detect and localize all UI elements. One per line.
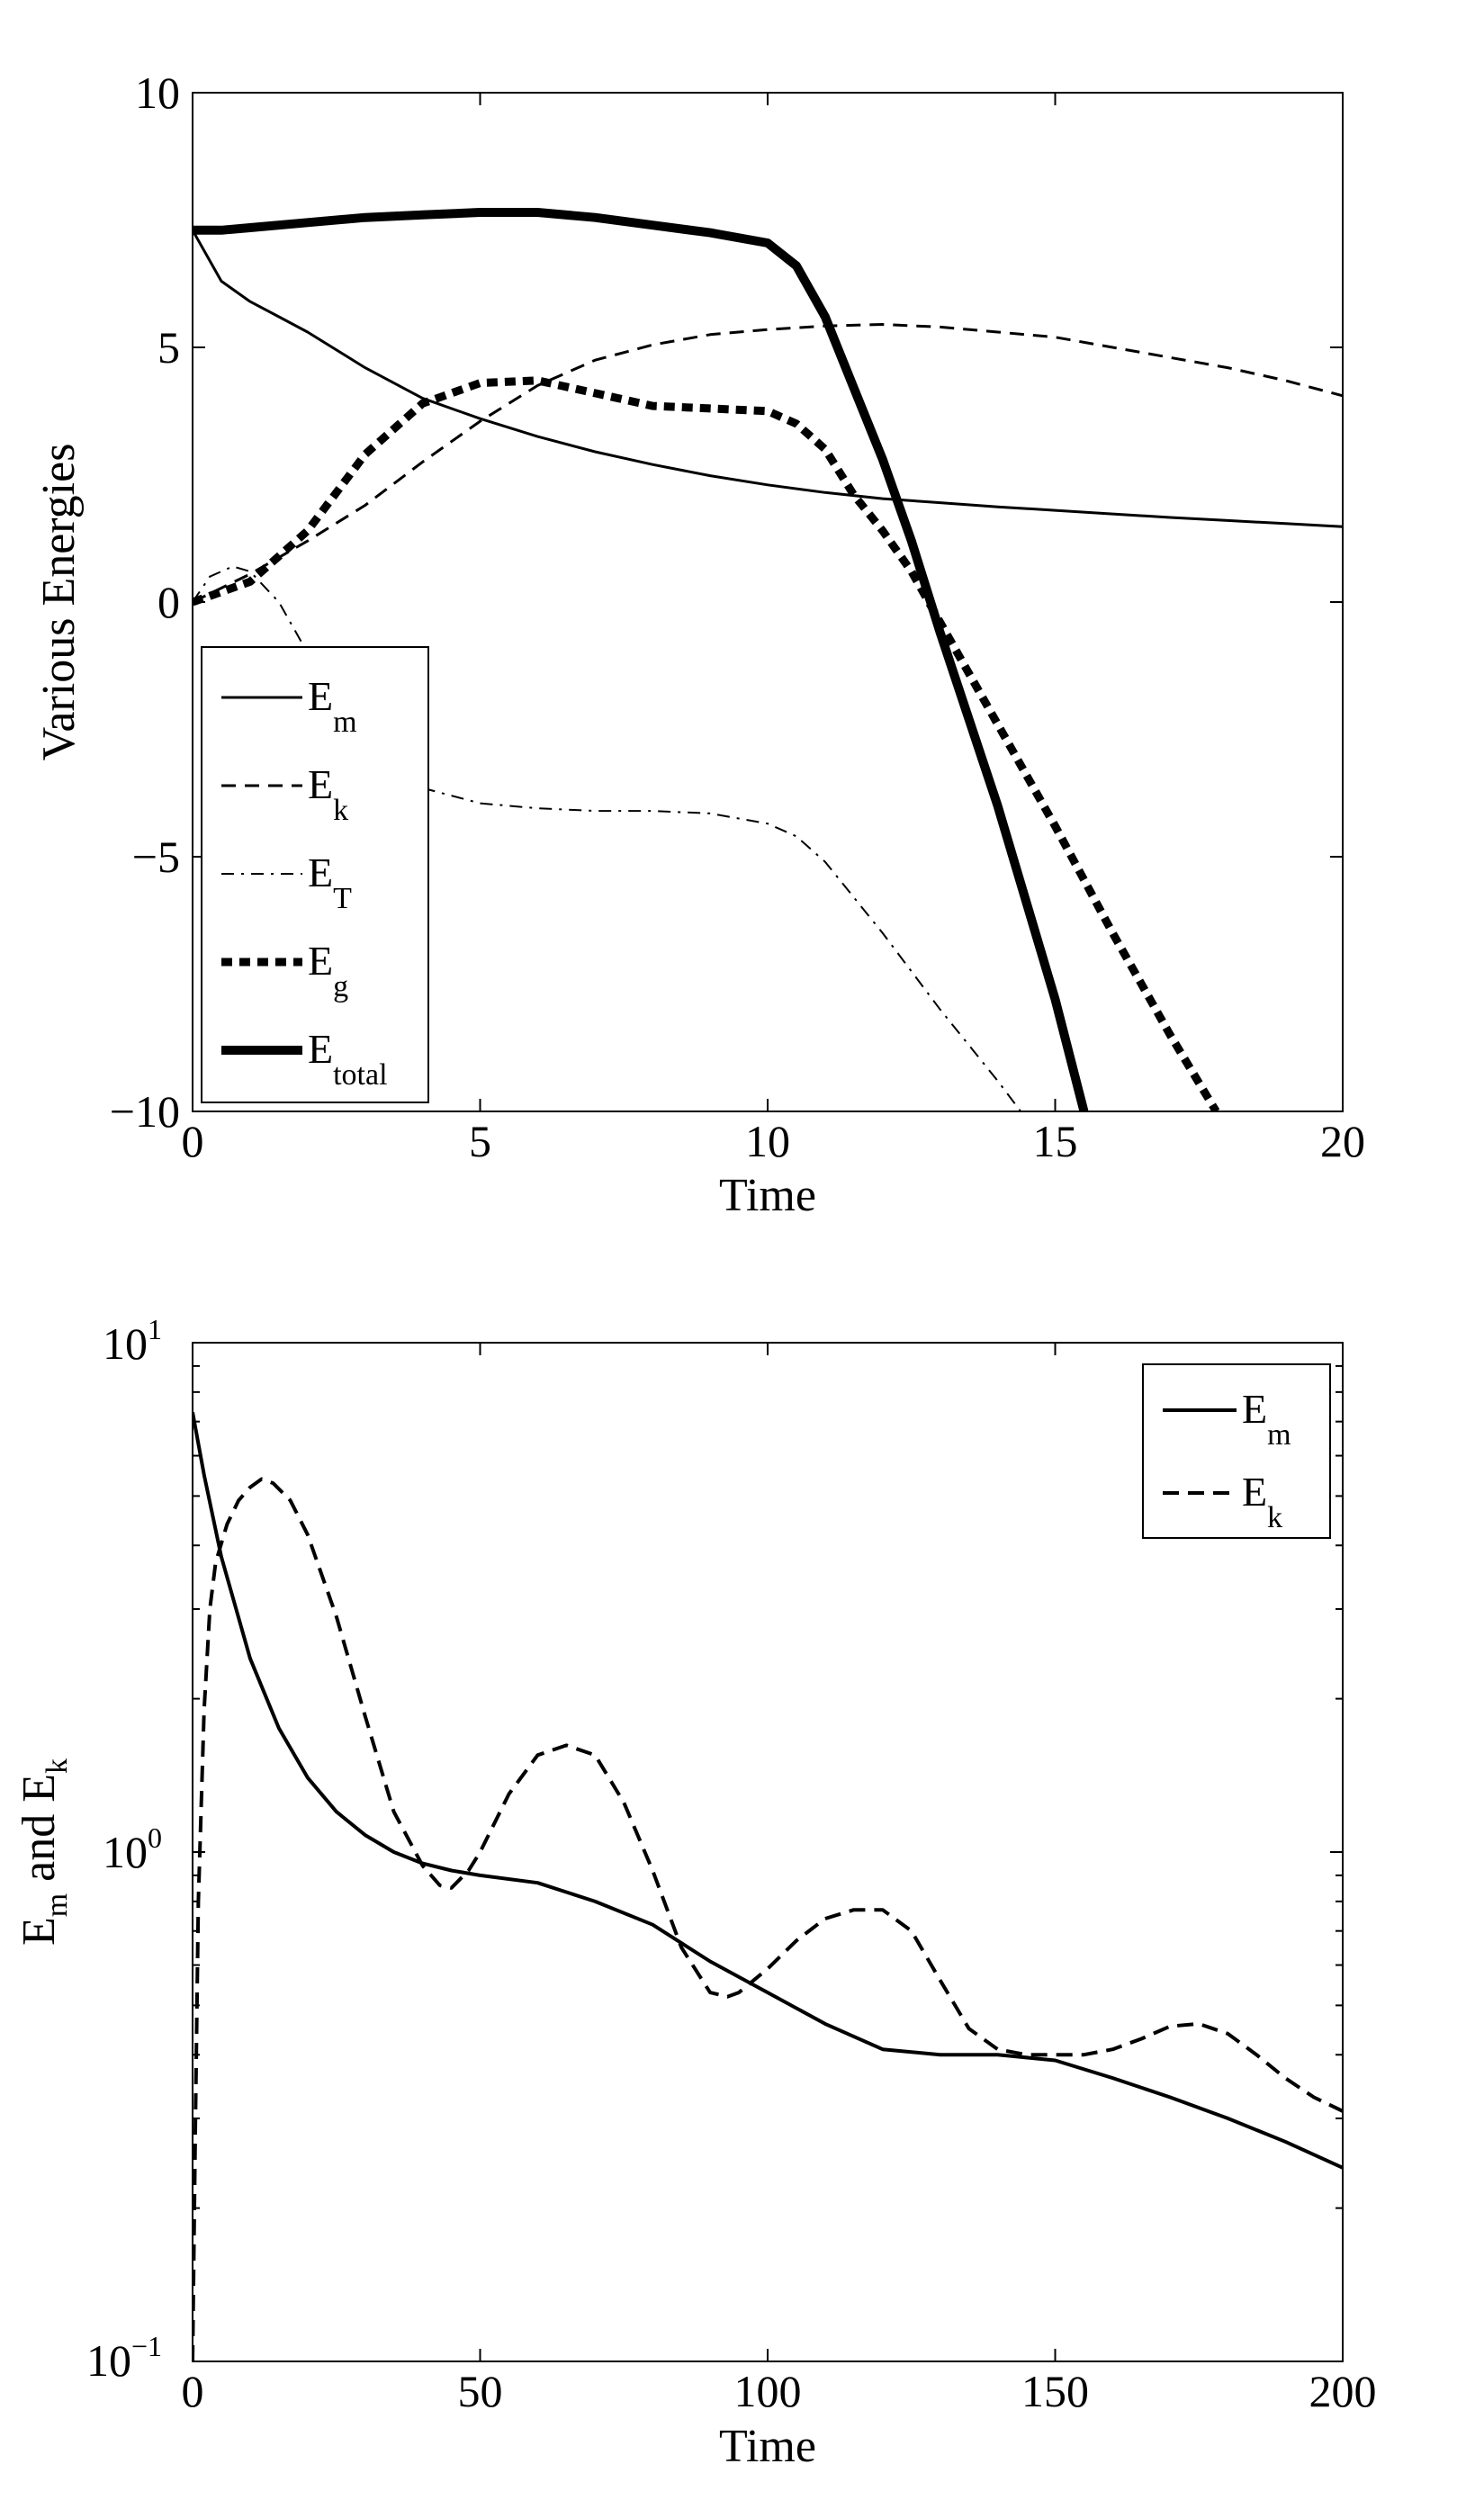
c1-x-tick-label: 15 (1033, 1116, 1078, 1166)
c2-series-line-k (193, 1477, 1343, 2361)
c1-series-line-T (193, 565, 1021, 1111)
c1-legend-label-T: ET (308, 850, 352, 915)
c1-y-tick-labels: −10 −5 0 5 10 (110, 67, 180, 1137)
c1-legend-box (201, 646, 429, 1103)
c1-series-line-total (193, 208, 1089, 1111)
chart-various-energies: 0 5 10 15 20 −10 −5 0 5 10 Time Various Energies… (33, 67, 1365, 1221)
c2-x-tick-label: 0 (182, 2366, 204, 2416)
chart-em-ek-log: 0 50 100 150 200 10−1 100 101 Time Em and Ek… (13, 1313, 1377, 2472)
c1-legend-label-k: Ek (308, 761, 348, 827)
c1-x-tick-label: 5 (469, 1116, 491, 1166)
c1-plot-area (193, 208, 1343, 1111)
c2-y-tick-label-0: 10−1 (86, 2330, 162, 2386)
c2-legend-label-k: Ek (1242, 1469, 1282, 1534)
c1-series-line-k (193, 323, 1343, 604)
c2-x-tick-label: 150 (1021, 2366, 1089, 2416)
c1-y-tick-label: 10 (135, 67, 180, 118)
c2-series-line-m (193, 1412, 1343, 2170)
c1-legend-label-m: Em (308, 673, 357, 739)
c2-y-tick-label-2: 101 (103, 1313, 162, 1369)
c2-plot-area (193, 1412, 1343, 2361)
c1-x-tick-label: 10 (745, 1116, 790, 1166)
c1-x-axis-label: Time (719, 1170, 816, 1221)
c1-y-tick-label: −5 (132, 832, 180, 882)
c2-x-axis-label: Time (719, 2421, 816, 2472)
c2-x-tick-label: 200 (1309, 2366, 1377, 2416)
c1-x-tick-label: 0 (182, 1116, 204, 1166)
c1-legend: Em Ek ET Eg Etotal (201, 646, 429, 1103)
c1-y-tick-label: −10 (110, 1086, 180, 1137)
c1-legend-label-total: Etotal (308, 1026, 388, 1092)
c1-series-line-g (193, 376, 1220, 1111)
c2-y-axis-label: Em and Ek (13, 1758, 74, 1946)
c1-x-tick-label: 20 (1320, 1116, 1365, 1166)
c2-y-tick-labels: 10−1 100 101 (86, 1313, 162, 2386)
c1-series-line-m (193, 229, 1343, 528)
c2-legend: Em Ek (1142, 1363, 1331, 1539)
c1-x-tick-labels: 0 5 10 15 20 (182, 1116, 1366, 1166)
c2-x-tick-label: 50 (458, 2366, 503, 2416)
c2-ticks (192, 1343, 1344, 2362)
c2-legend-label-m: Em (1242, 1386, 1291, 1452)
c2-x-tick-labels: 0 50 100 150 200 (182, 2366, 1377, 2416)
c2-x-tick-label: 100 (734, 2366, 802, 2416)
c1-y-axis-label: Various Energies (33, 444, 85, 761)
c1-legend-label-g: Eg (308, 938, 348, 1003)
c1-y-tick-label: 0 (157, 577, 180, 627)
c1-y-tick-label: 5 (157, 322, 180, 373)
c2-y-tick-label-1: 100 (103, 1821, 162, 1877)
c2-legend-box (1142, 1363, 1331, 1539)
